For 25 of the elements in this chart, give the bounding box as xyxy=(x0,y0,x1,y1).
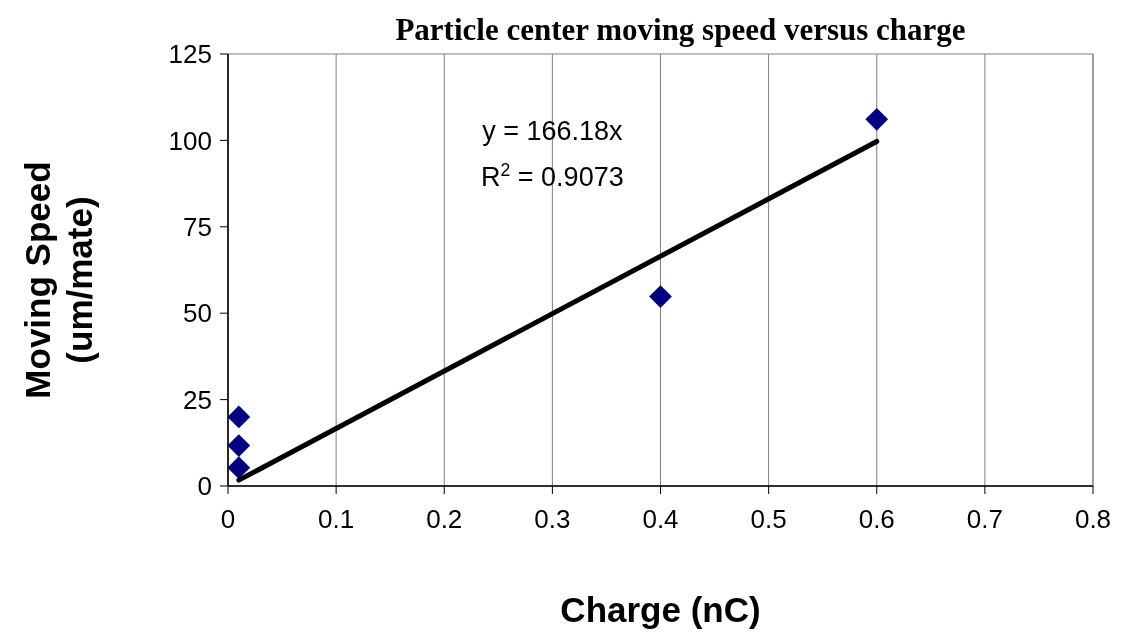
y-tick-label: 50 xyxy=(183,298,212,329)
y-tick-label: 125 xyxy=(168,39,212,70)
point xyxy=(227,405,251,429)
annotation: R$^{2}$ = 0.9073 xyxy=(481,160,624,193)
x-tick-label: 0.3 xyxy=(534,504,571,534)
x-tick-label: 0.4 xyxy=(642,504,679,534)
point xyxy=(227,434,251,457)
x-tick-label: 0.2 xyxy=(426,504,463,534)
x-tick-label: 0 xyxy=(220,504,236,534)
x-axis-title: Charge (nC) xyxy=(560,590,761,629)
chart-title: Particle center moving speed versus charge xyxy=(395,12,966,47)
y-tick-label: 75 xyxy=(183,211,212,242)
y-tick-label: 0 xyxy=(197,471,212,502)
x-tick-label: 0.1 xyxy=(318,504,355,534)
y-axis-title: Moving Speed (um/mate) xyxy=(18,161,99,399)
x-tick-label: 0.6 xyxy=(858,504,895,534)
x-tick-label: 0.8 xyxy=(1074,504,1112,534)
point xyxy=(227,456,251,480)
y-tick-label: 25 xyxy=(183,384,212,415)
x-tick-label: 0.7 xyxy=(966,504,1003,534)
x-tick-label: 0.5 xyxy=(750,504,787,534)
point xyxy=(649,285,672,308)
y-tick-label: 100 xyxy=(168,125,212,156)
annotation: y = 166.18x xyxy=(482,116,624,147)
point xyxy=(865,107,889,131)
